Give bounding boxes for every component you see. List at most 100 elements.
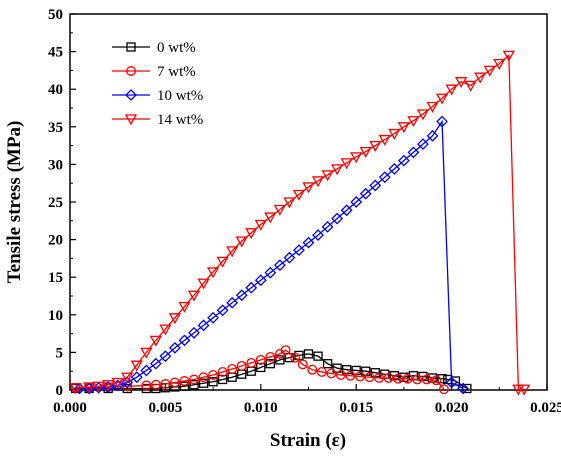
- data-point: [264, 212, 277, 224]
- data-point: [303, 349, 314, 359]
- x-tick-label: 0.015: [339, 400, 373, 416]
- data-point: [350, 196, 363, 208]
- data-point: [316, 367, 327, 377]
- data-point: [388, 162, 401, 175]
- data-point: [426, 129, 439, 142]
- data-point: [426, 101, 439, 113]
- y-tick-label: 30: [48, 157, 63, 173]
- data-point: [378, 134, 391, 146]
- data-point: [130, 371, 143, 384]
- data-point: [369, 140, 382, 152]
- data-point: [179, 376, 190, 386]
- data-point: [302, 182, 315, 194]
- data-point: [335, 370, 346, 380]
- data-point: [235, 236, 248, 248]
- data-point: [445, 84, 458, 96]
- y-tick-label: 15: [48, 270, 63, 286]
- data-point: [331, 212, 344, 225]
- data-point: [374, 373, 385, 383]
- data-point: [227, 363, 238, 374]
- data-point: [189, 374, 199, 385]
- data-point: [179, 381, 190, 391]
- series-3: [69, 50, 531, 396]
- legend-marker: [124, 114, 138, 126]
- data-point: [265, 351, 276, 362]
- data-point: [445, 376, 458, 389]
- x-axis-title: Strain (ε): [270, 430, 346, 451]
- data-point: [149, 357, 162, 370]
- legend-label: 10 wt%: [157, 88, 203, 104]
- data-point: [359, 187, 372, 200]
- data-point: [290, 352, 301, 363]
- data-point: [264, 266, 277, 279]
- data-point: [280, 345, 291, 356]
- x-tick-label: 0.005: [149, 400, 183, 416]
- data-point: [256, 362, 266, 373]
- data-point: [359, 146, 372, 158]
- data-point: [435, 93, 449, 105]
- data-point: [121, 376, 134, 389]
- data-point: [293, 244, 305, 257]
- data-point: [92, 381, 105, 393]
- data-point: [402, 373, 413, 384]
- data-point: [369, 179, 382, 192]
- data-point: [474, 72, 487, 84]
- data-point: [283, 251, 296, 264]
- data-point: [412, 374, 423, 385]
- data-point: [208, 370, 219, 380]
- legend-label: 14 wt%: [157, 112, 203, 128]
- axis-ticks: 0.000 0.005 0.010 0.015 0.020 0.025 0 5 10 15 20 25…: [48, 7, 561, 416]
- data-point: [457, 382, 469, 395]
- data-point: [417, 138, 429, 151]
- data-point: [82, 382, 96, 394]
- data-point: [178, 334, 191, 347]
- data-point: [197, 278, 210, 290]
- data-point: [355, 371, 365, 382]
- data-point: [393, 373, 404, 384]
- data-point: [207, 311, 220, 324]
- data-point: [322, 359, 333, 369]
- data-point: [437, 374, 447, 384]
- data-point: [69, 383, 82, 395]
- y-tick-label: 40: [48, 82, 63, 98]
- data-point: [235, 289, 248, 302]
- y-tick-label: 10: [48, 308, 63, 324]
- data-point: [189, 380, 199, 390]
- data-point: [217, 374, 228, 385]
- data-point: [455, 77, 468, 89]
- data-point: [102, 380, 115, 392]
- x-tick-label: 0.000: [53, 400, 87, 416]
- data-point: [311, 176, 325, 188]
- data-point: [187, 290, 201, 302]
- data-point: [431, 375, 442, 386]
- series-line: [75, 349, 445, 390]
- data-point: [208, 377, 218, 387]
- data-point: [313, 351, 323, 361]
- data-point: [216, 304, 229, 317]
- data-point: [439, 384, 449, 395]
- data-point: [493, 58, 506, 70]
- legend-marker: [126, 42, 136, 52]
- data-point: [141, 380, 152, 391]
- data-point: [169, 377, 180, 388]
- x-tick-label: 0.010: [244, 400, 278, 416]
- data-point: [388, 128, 401, 140]
- data-point: [275, 355, 285, 365]
- series-line: [79, 119, 464, 390]
- data-point: [198, 378, 209, 388]
- data-point: [345, 370, 356, 381]
- series-2: [73, 115, 469, 395]
- data-point: [436, 115, 448, 128]
- data-point: [307, 364, 318, 375]
- data-point: [273, 204, 286, 216]
- data-point: [246, 357, 257, 368]
- y-tick-label: 25: [48, 195, 63, 211]
- data-point: [292, 189, 306, 201]
- data-point: [140, 364, 153, 377]
- data-point: [331, 164, 344, 176]
- series-1: [70, 345, 449, 395]
- data-point: [416, 109, 430, 121]
- data-point: [159, 324, 172, 336]
- data-point: [407, 146, 420, 159]
- y-tick-label: 35: [48, 120, 63, 136]
